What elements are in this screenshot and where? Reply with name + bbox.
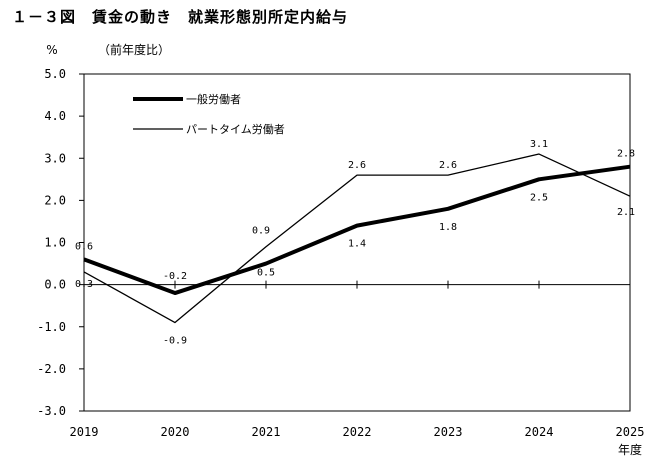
data-label-general: 0.6 (75, 241, 93, 252)
legend: 一般労働者 パートタイム労働者 (133, 92, 285, 136)
legend-label-parttime: パートタイム労働者 (186, 122, 285, 136)
legend-label-general: 一般労働者 (186, 92, 241, 106)
data-label-parttime: 3.1 (530, 139, 548, 150)
x-tick-label: 2023 (434, 425, 463, 439)
data-label-general: 1.4 (348, 239, 366, 250)
y-tick-label: -1.0 (37, 320, 66, 334)
y-tick-label: 3.0 (44, 151, 66, 165)
page-title: １－３図 賃金の動き 就業形態別所定内給与 (12, 8, 349, 26)
data-label-parttime: 0.3 (75, 279, 93, 290)
data-label-parttime: -0.9 (163, 336, 187, 347)
y-tick-label: 4.0 (44, 109, 66, 123)
y-tick-label: 1.0 (44, 236, 66, 250)
data-label-parttime: 2.6 (439, 160, 457, 171)
chart-subtitle: （前年度比） (98, 42, 170, 57)
y-tick-label: 0.0 (44, 278, 66, 292)
x-tick-label: 2021 (252, 425, 281, 439)
series-line-parttime (83, 153, 631, 324)
data-label-general: 2.5 (530, 192, 548, 203)
y-tick-label: 2.0 (44, 193, 66, 207)
y-axis: 5.0 4.0 3.0 2.0 1.0 0.0 -1.0 -2.0 -3.0 (37, 67, 84, 418)
x-axis-unit-label: 年度 (618, 442, 642, 457)
x-tick-label: 2019 (70, 425, 99, 439)
x-axis: 2019 2020 2021 2022 2023 2024 2025 (70, 280, 645, 439)
x-tick-label: 2025 (616, 425, 645, 439)
series-line-general (83, 164, 631, 296)
x-tick-label: 2024 (525, 425, 554, 439)
data-label-parttime: 2.1 (617, 207, 635, 218)
data-label-general: -0.2 (163, 271, 187, 282)
x-tick-label: 2022 (343, 425, 372, 439)
y-axis-unit-label: % (46, 43, 57, 57)
data-label-general: 0.5 (257, 268, 275, 279)
data-label-general: 2.8 (617, 149, 635, 160)
y-tick-label: -2.0 (37, 362, 66, 376)
data-labels: 0.6 -0.2 0.5 1.4 1.8 2.5 2.8 0.3 -0.9 0.9 2.6 2.6 3.… (75, 139, 635, 347)
data-label-parttime: 2.6 (348, 160, 366, 171)
data-label-parttime: 0.9 (252, 226, 270, 237)
y-tick-label: -3.0 (37, 404, 66, 418)
series-group (83, 153, 631, 324)
y-tick-label: 5.0 (44, 67, 66, 81)
x-tick-label: 2020 (161, 425, 190, 439)
data-label-general: 1.8 (439, 222, 457, 233)
